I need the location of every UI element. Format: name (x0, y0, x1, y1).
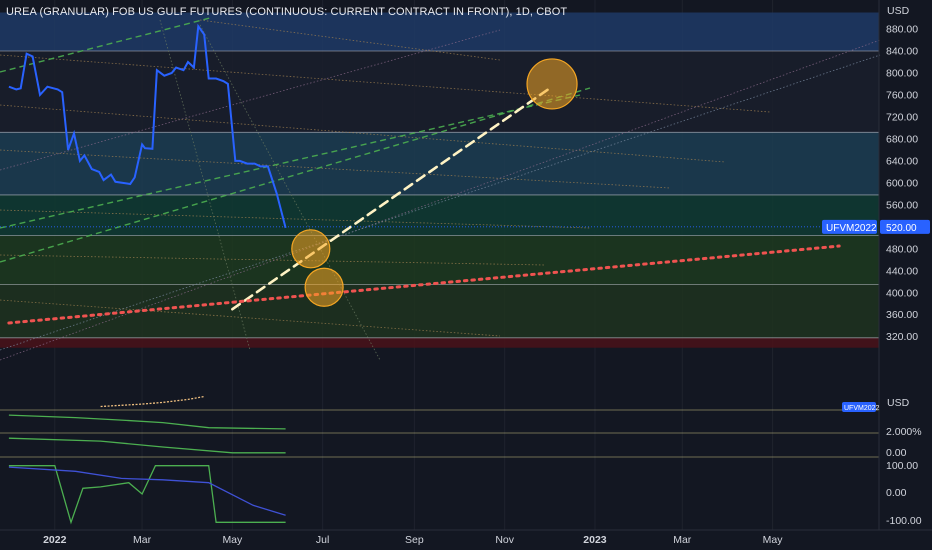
time-tick-label-1: Mar (133, 534, 152, 546)
pane-1-symbol-label: UFVM2022 (844, 405, 880, 412)
time-tick-label-8: May (763, 534, 784, 546)
price-tick-label-9: 480.00 (886, 243, 918, 255)
price-zone-1 (0, 50, 879, 133)
time-tick-label-0: 2022 (43, 534, 67, 546)
time-tick-label-3: Jul (316, 534, 329, 546)
trendline-dotted-0 (0, 54, 771, 113)
trendline-dotted-9 (199, 19, 501, 61)
price-tick-label-10: 440.00 (886, 265, 918, 277)
symbol-badge[interactable] (822, 219, 877, 234)
trendline-green-dashed-1 (0, 94, 581, 229)
price-zone-0 (0, 12, 879, 51)
time-tick-label-7: Mar (673, 534, 692, 546)
price-zone-3 (0, 194, 879, 236)
price-tick-label-5: 680.00 (886, 133, 918, 145)
price-tick-label-0: 880.00 (886, 24, 918, 36)
price-tick-label-11: 400.00 (886, 287, 918, 299)
trendline-green-dashed-0 (0, 17, 211, 73)
indicator-4-series-1 (8, 466, 286, 516)
pane-1-currency-label: USD (887, 397, 910, 409)
highlight-circle-4 (526, 58, 578, 110)
indicator-panes (0, 395, 879, 531)
trendlines-layer (0, 17, 881, 361)
trendline-dotted-11 (159, 19, 251, 351)
price-tick-label-6: 640.00 (886, 155, 918, 167)
price-series-layer[interactable] (8, 23, 287, 229)
pane-1-symbol-badge (842, 402, 876, 412)
price-axis[interactable]: USD 880.00 840.00 800.00 760.00 720.00 680.00 6… (0, 0, 930, 530)
price-tick-label-7: 600.00 (886, 177, 918, 189)
trendline-dotted-6 (0, 29, 501, 171)
time-tick-label-4: Sep (405, 534, 424, 546)
time-tick-label-2: May (222, 534, 243, 546)
time-tick-label-6: 2023 (583, 534, 607, 546)
time-tick-label-5: Nov (495, 534, 514, 546)
indicator-4-series-0 (8, 465, 286, 525)
pane-3-tick-label: 0.00 (886, 447, 907, 459)
price-tick-label-13: 320.00 (886, 331, 918, 343)
currency-label: USD (887, 5, 910, 17)
highlight-circle-2 (291, 229, 331, 269)
indicator-3-series-0 (8, 437, 286, 454)
price-tick-label-2: 800.00 (886, 67, 918, 79)
price-zone-4 (0, 235, 879, 285)
price-tick-label-12: 360.00 (886, 309, 918, 321)
pane-4-tick-label-2: -100.00 (886, 515, 922, 527)
last-price-badge-label: 520.00 (886, 223, 917, 234)
chart-title: UREA (GRANULAR) FOB US GULF FUTURES (CON… (6, 6, 568, 18)
time-axis[interactable]: 2022 Mar May Jul Sep Nov 2023 Mar May (0, 529, 932, 546)
trendline-dotted-1 (0, 104, 726, 163)
annotation-layer (7, 58, 841, 325)
price-tick-label-4: 720.00 (886, 111, 918, 123)
trendline-green-dashed-2 (0, 87, 591, 263)
pane-2-tick-label: 2.000% (886, 426, 922, 438)
projection-dashed-line (231, 85, 554, 311)
trendline-dotted-5 (0, 299, 501, 337)
price-tick-label-1: 840.00 (886, 45, 918, 57)
symbol-badge-label: UFVM2022 (826, 223, 877, 234)
trendline-dotted-10 (199, 24, 381, 361)
pane-4-tick-label-0: 100.00 (886, 460, 918, 472)
price-line-series[interactable] (8, 23, 287, 229)
last-price-badge[interactable] (880, 219, 930, 234)
price-zone-6 (0, 337, 879, 348)
price-tick-label-8: 560.00 (886, 199, 918, 211)
support-dotted-line (7, 244, 841, 325)
price-tick-label-3: 760.00 (886, 89, 918, 101)
trendline-dotted-3 (0, 209, 591, 229)
highlight-circle-3 (304, 267, 344, 307)
indicator-2-series-0 (8, 414, 286, 430)
price-zone-2 (0, 132, 879, 195)
zones-layer (0, 12, 879, 348)
pane-4-tick-label-1: 0.00 (886, 487, 907, 499)
trendline-dotted-8 (0, 54, 881, 351)
